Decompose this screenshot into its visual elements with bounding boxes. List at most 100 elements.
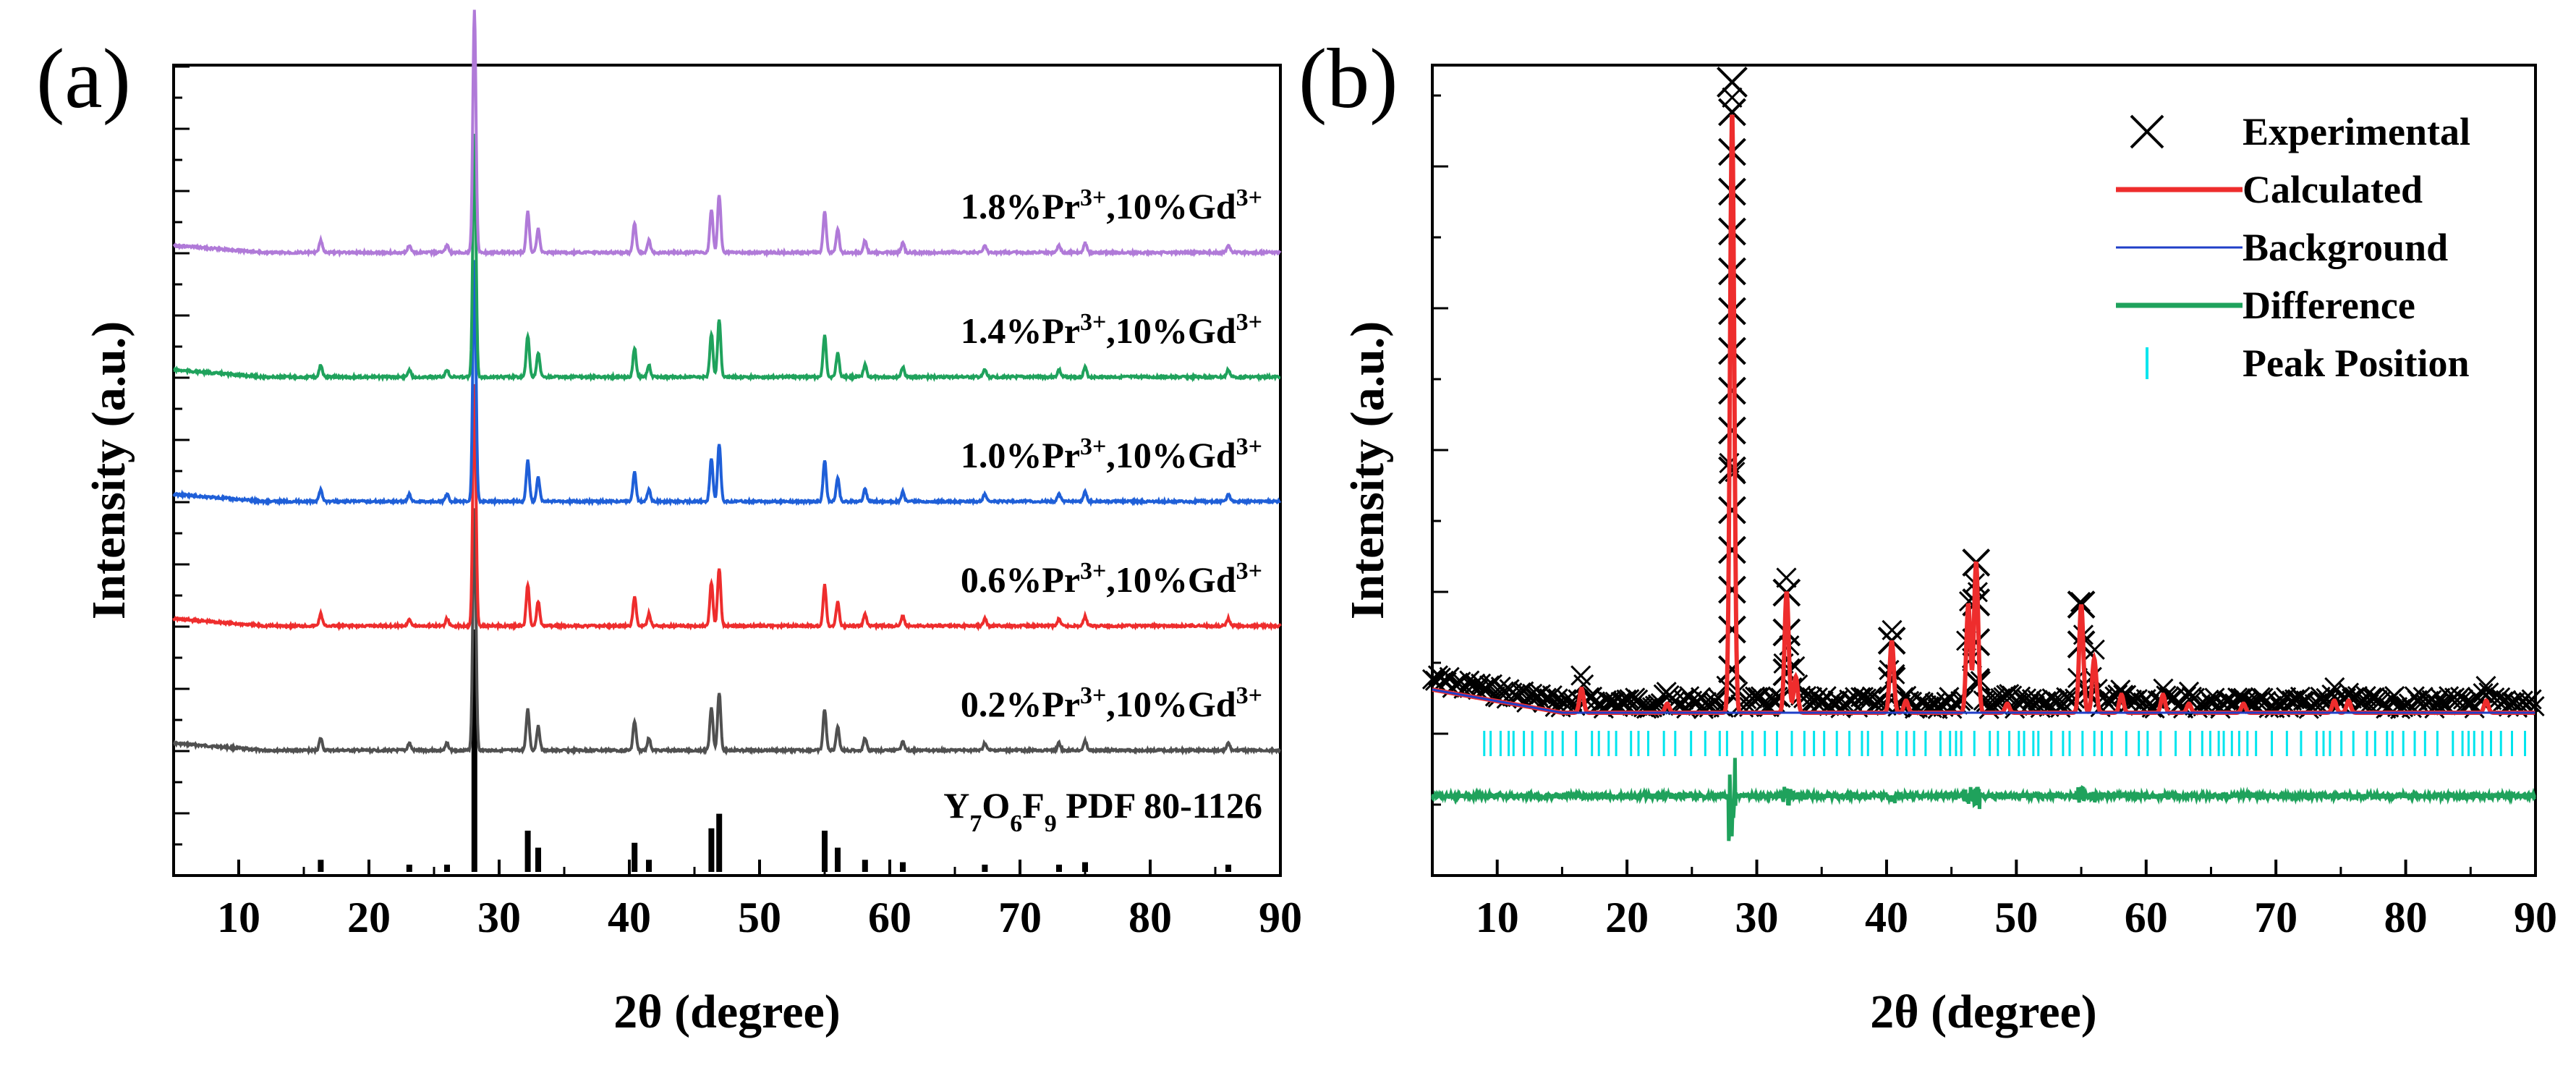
experimental-point: [1707, 687, 1728, 708]
experimental-point: [1867, 691, 1888, 712]
x-tick-label: 80: [1128, 894, 1172, 941]
y-axis-title: Intensity (a.u.): [1341, 321, 1394, 620]
background-line: [1432, 688, 2535, 714]
experimental-point: [2284, 689, 2305, 710]
series-labels: 0.2%Pr3+,10%Gd3+0.6%Pr3+,10%Gd3+1.0%Pr3+…: [943, 185, 1262, 837]
x-tick-label: 50: [738, 894, 781, 941]
label-part: PDF 80-1126: [1057, 785, 1262, 826]
panel-a-chart: (a) 0.2%Pr3+,10%Gd3+0.6%Pr3+,10%Gd3+1.0%…: [36, 9, 1302, 1038]
x-tick-label: 20: [347, 894, 391, 941]
series-trace: [172, 383, 1282, 632]
label-part: ,10%Gd: [1106, 559, 1236, 600]
label-part: 1.4%Pr: [961, 310, 1080, 351]
label-part: 3+: [1080, 185, 1106, 211]
label-part: 3+: [1080, 558, 1106, 585]
x-tick-label: 60: [868, 894, 911, 941]
legend: Experimental Calculated Background Differen…: [2116, 110, 2470, 385]
label-part: 7: [969, 810, 982, 837]
experimental-point: [2521, 689, 2542, 710]
experimental-point: [2276, 687, 2297, 708]
x-tick-label: 80: [2384, 894, 2428, 941]
label-part: ,10%Gd: [1106, 684, 1236, 724]
x-tick-label: 40: [1865, 894, 1908, 941]
experimental-point: [2504, 692, 2525, 713]
label-part: Y: [943, 785, 969, 826]
experimental-point: [2512, 690, 2533, 711]
panel-b-plot-frame: [1431, 64, 2537, 877]
label-part: 9: [1045, 810, 1057, 837]
experimental-point: [1542, 685, 1563, 706]
x-tick-label: 10: [1476, 894, 1519, 941]
experimental-point: [1490, 677, 1511, 698]
panel-b-label: (b): [1298, 31, 1398, 126]
experimental-point: [2475, 676, 2496, 697]
experimental-point: [1718, 575, 1746, 604]
x-axis-ticks: 10 20 30 40 50 60 70 80 90: [1476, 860, 2557, 941]
experimental-point: [2084, 639, 2105, 660]
x-tick-label: 70: [2254, 894, 2297, 941]
label-part: 3+: [1236, 309, 1262, 336]
series-label: 0.6%Pr3+,10%Gd3+: [961, 558, 1262, 601]
legend-label: Peak Position: [2243, 342, 2470, 385]
x-tick-label: 30: [477, 894, 521, 941]
series-label: 0.2%Pr3+,10%Gd3+: [961, 682, 1262, 725]
x-tick-label: 60: [2125, 894, 2168, 941]
experimental-point: [1510, 682, 1531, 703]
diffraction-series: [172, 9, 1282, 756]
x-tick-label: 50: [1994, 894, 2038, 941]
experimental-point: [1696, 692, 1717, 713]
experimental-point: [2153, 678, 2174, 699]
experimental-point: [2496, 690, 2517, 711]
label-part: 0.6%Pr: [961, 559, 1080, 600]
experimental-point: [2413, 687, 2433, 708]
y-axis-ticks: [174, 65, 190, 877]
experimental-point: [1479, 675, 1500, 696]
x-tick-label: 10: [217, 894, 260, 941]
experimental-markers: [1421, 67, 2545, 719]
x-tick-label: 20: [1605, 894, 1649, 941]
reference-label: Y7O6F9 PDF 80-1126: [943, 785, 1262, 837]
experimental-point: [2324, 677, 2345, 698]
experimental-point: [1424, 670, 1446, 691]
y-axis-title: Intensity (a.u.): [82, 321, 135, 620]
experimental-point: [1522, 683, 1543, 704]
experimental-point: [1807, 687, 1828, 708]
experimental-point: [1776, 567, 1797, 588]
experimental-point: [1744, 686, 1766, 707]
label-part: 3+: [1080, 309, 1106, 336]
experimental-point: [2065, 688, 2086, 709]
experimental-point: [1984, 687, 2005, 708]
experimental-point: [2430, 687, 2451, 708]
series-trace: [172, 9, 1282, 258]
x-tick-label: 90: [2514, 894, 2557, 941]
label-part: 1.8%Pr: [961, 186, 1080, 226]
label-part: 3+: [1236, 185, 1262, 211]
series-trace: [173, 133, 1281, 383]
experimental-point: [2216, 690, 2237, 711]
experimental-point: [1718, 615, 1746, 644]
peak-position-markers: [1483, 731, 2527, 756]
experimental-point: [1619, 689, 1640, 710]
experimental-point: [1493, 681, 1514, 702]
experimental-point: [1718, 496, 1746, 525]
label-part: ,10%Gd: [1106, 310, 1236, 351]
label-part: 3+: [1080, 433, 1106, 460]
x-axis-title: 2θ (degree): [613, 986, 841, 1038]
series-trace: [172, 260, 1282, 507]
experimental-point: [2227, 687, 2248, 708]
y-axis-ticks: [1432, 94, 1448, 877]
label-part: 3+: [1080, 682, 1106, 709]
experimental-point: [2355, 686, 2376, 707]
x-tick-label: 90: [1259, 894, 1302, 941]
label-part: 0.2%Pr: [961, 684, 1080, 724]
x-tick-label: 30: [1735, 894, 1779, 941]
legend-label: Experimental: [2243, 110, 2470, 153]
experimental-point: [1962, 668, 1991, 696]
experimental-point: [2127, 689, 2148, 710]
x-axis-title: 2θ (degree): [1870, 986, 2097, 1038]
legend-label: Calculated: [2243, 168, 2423, 211]
experimental-point: [2421, 690, 2442, 711]
label-part: F: [1022, 785, 1045, 826]
series-label: 1.4%Pr3+,10%Gd3+: [961, 309, 1262, 352]
